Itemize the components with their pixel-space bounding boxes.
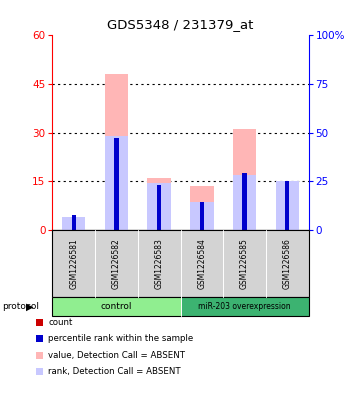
Text: GSM1226585: GSM1226585	[240, 238, 249, 289]
Bar	[233, 175, 256, 230]
Bar	[233, 129, 256, 230]
Text: GSM1226582: GSM1226582	[112, 238, 121, 289]
Text: GDS5348 / 231379_at: GDS5348 / 231379_at	[107, 18, 254, 31]
Bar	[243, 173, 247, 230]
Text: value, Detection Call = ABSENT: value, Detection Call = ABSENT	[48, 351, 185, 360]
Bar	[147, 178, 171, 230]
Bar	[62, 219, 86, 230]
Bar	[114, 138, 118, 230]
Bar	[275, 181, 299, 230]
Bar	[62, 217, 86, 230]
Bar	[157, 184, 161, 230]
Bar	[190, 202, 214, 230]
Text: GSM1226584: GSM1226584	[197, 238, 206, 289]
Bar	[71, 225, 76, 230]
Text: miR-203 overexpression: miR-203 overexpression	[198, 302, 291, 311]
Text: protocol: protocol	[2, 302, 39, 311]
Bar	[200, 202, 204, 230]
Bar	[147, 183, 171, 230]
Text: GSM1226581: GSM1226581	[69, 238, 78, 289]
Bar	[71, 215, 76, 230]
Bar	[275, 181, 299, 230]
Text: GSM1226583: GSM1226583	[155, 238, 164, 289]
Bar	[105, 74, 128, 230]
Bar	[285, 181, 290, 230]
Text: percentile rank within the sample: percentile rank within the sample	[48, 334, 193, 343]
Text: GSM1226586: GSM1226586	[283, 238, 292, 289]
Text: count: count	[48, 318, 73, 327]
Bar	[190, 186, 214, 230]
Text: rank, Detection Call = ABSENT: rank, Detection Call = ABSENT	[48, 367, 180, 376]
Text: ▶: ▶	[26, 301, 34, 312]
Text: control: control	[101, 302, 132, 311]
Bar	[105, 136, 128, 230]
